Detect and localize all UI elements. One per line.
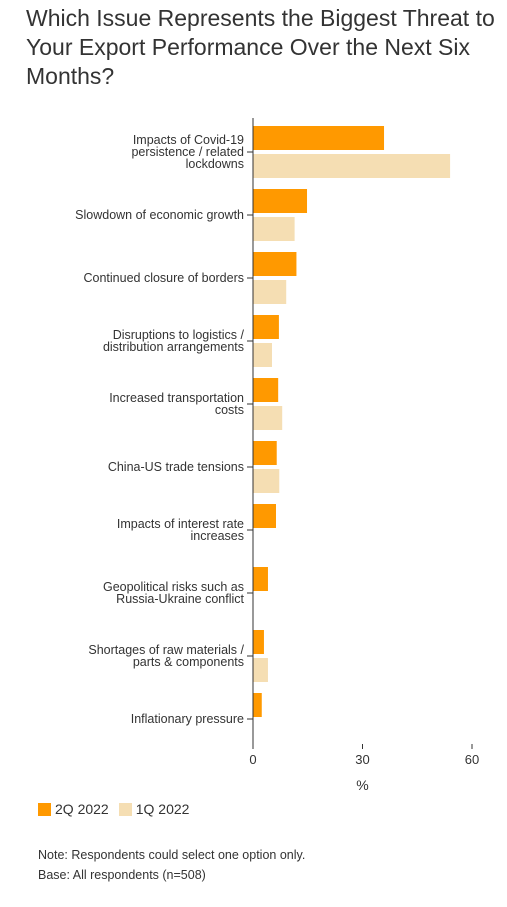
bar-2q-2022-1 [253,189,308,213]
bar-1q-2022-4 [253,406,283,430]
bar-2q-2022-9 [253,693,262,717]
chart-title: Which Issue Represents the Biggest Threa… [26,5,495,89]
category-label: Geopolitical risks such as Russia-Ukraine… [103,580,245,606]
legend-label-2q-2022: 2Q 2022 [55,801,109,817]
category-label: Shortages of raw materials / parts & comp… [88,643,244,669]
note-text: Note: Respondents could select one optio… [38,848,306,862]
category-label: Impacts of Covid-19 persistence / related… [131,133,244,171]
bar-2q-2022-2 [253,252,297,276]
bar-1q-2022-3 [253,343,272,367]
base-text: Base: All respondents (n=508) [38,868,206,882]
bar-chart: Impacts of Covid-19 persistence / related… [75,118,479,793]
bar-2q-2022-6 [253,504,276,528]
bar-2q-2022-5 [253,441,277,465]
x-tick-label: 60 [465,752,479,767]
x-tick-label: 30 [355,752,369,767]
category-label: Inflationary pressure [131,712,244,726]
category-label: Impacts of interest rate increases [117,517,244,543]
bar-2q-2022-3 [253,315,279,339]
legend-item-1q-2022[interactable]: 1Q 2022 [118,801,190,817]
category-label: Slowdown of economic growth [75,208,244,222]
bar-2q-2022-0 [253,126,385,150]
bar-1q-2022-2 [253,280,287,304]
category-label: Continued closure of borders [83,271,244,285]
bar-1q-2022-5 [253,469,280,493]
bar-1q-2022-0 [253,154,451,178]
bar-1q-2022-1 [253,217,295,241]
x-axis-label: % [356,777,368,793]
footnotes: Note: Respondents could select one optio… [38,845,305,885]
category-label: China-US trade tensions [108,460,244,474]
bar-2q-2022-4 [253,378,279,402]
legend-label-1q-2022: 1Q 2022 [135,801,190,817]
legend-swatch-2q-2022 [38,802,51,816]
category-label: Increased transportation costs [109,391,244,417]
bar-2q-2022-7 [253,567,268,591]
legend: 2Q 2022 1Q 2022 [38,801,199,817]
bar-2q-2022-8 [253,630,264,654]
x-tick-label: 0 [249,752,256,767]
legend-swatch-1q-2022 [118,802,132,816]
legend-item-2q-2022[interactable]: 2Q 2022 [38,801,109,817]
category-label: Disruptions to logistics / distribution a… [103,328,245,354]
bar-1q-2022-8 [253,658,268,682]
